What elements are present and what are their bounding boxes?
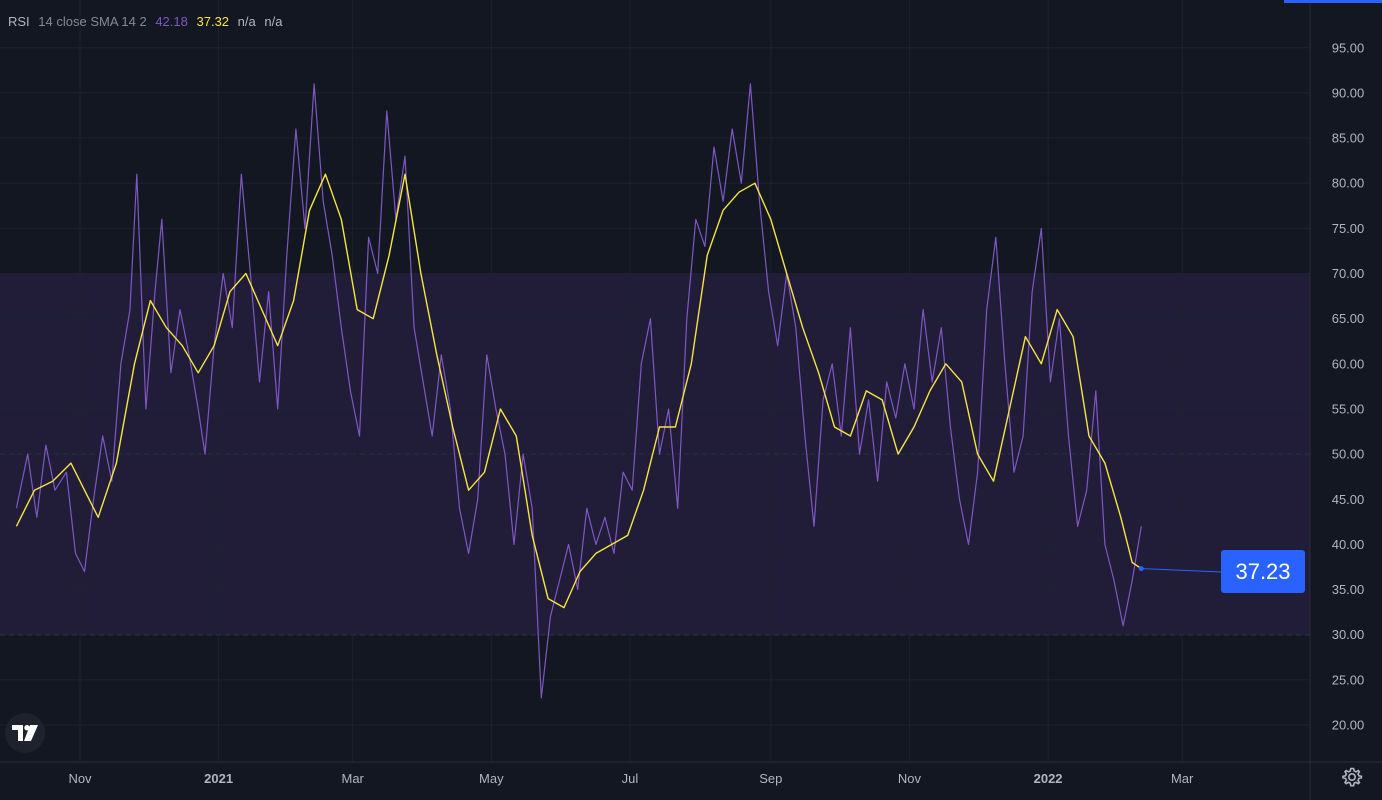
legend-rsi-value: 42.18 bbox=[155, 14, 188, 29]
x-tick-label: Nov bbox=[898, 771, 922, 786]
legend-indicator-params: 14 close SMA 14 2 bbox=[38, 14, 147, 29]
x-tick-label: 2022 bbox=[1034, 771, 1063, 786]
legend-na-value-1: n/a bbox=[237, 14, 256, 29]
time-axis[interactable]: Nov 2021 Mar May Jul Sep Nov 2022 Mar bbox=[68, 771, 1194, 786]
price-axis[interactable]: 95.00 90.00 85.00 80.00 75.00 70.00 65.00 60.00… bbox=[1332, 40, 1365, 732]
gear-icon-glyph bbox=[1342, 767, 1363, 787]
grid-layer bbox=[0, 0, 1310, 762]
series-layer bbox=[15, 83, 1222, 699]
sma-series-line bbox=[15, 173, 1142, 609]
price-badge-connector bbox=[1141, 568, 1222, 573]
y-tick-label: 40.00 bbox=[1332, 537, 1365, 552]
y-tick-label: 25.00 bbox=[1332, 672, 1365, 687]
legend-na-value-2: n/a bbox=[264, 14, 283, 29]
top-accent-bar bbox=[1284, 0, 1382, 3]
last-value-marker bbox=[1138, 566, 1144, 572]
y-tick-label: 55.00 bbox=[1332, 401, 1365, 416]
indicator-legend[interactable]: RSI 14 close SMA 14 2 42.18 37.32 n/a n/… bbox=[8, 14, 287, 29]
y-tick-label: 80.00 bbox=[1332, 176, 1365, 191]
y-tick-label: 65.00 bbox=[1332, 311, 1365, 326]
y-tick-label: 20.00 bbox=[1332, 718, 1365, 733]
y-tick-label: 60.00 bbox=[1332, 356, 1365, 371]
y-tick-label: 95.00 bbox=[1332, 40, 1365, 55]
y-tick-label: 85.00 bbox=[1332, 131, 1365, 146]
x-tick-label: Jul bbox=[622, 771, 639, 786]
x-tick-label: Sep bbox=[759, 771, 782, 786]
y-tick-label: 90.00 bbox=[1332, 85, 1365, 100]
y-tick-label: 70.00 bbox=[1332, 266, 1365, 281]
legend-sma-value: 37.32 bbox=[196, 14, 230, 29]
tradingview-logo-icon[interactable] bbox=[5, 713, 45, 753]
y-tick-label: 50.00 bbox=[1332, 447, 1365, 462]
legend-indicator-name: RSI bbox=[8, 14, 30, 29]
tradingview-logo-glyph bbox=[12, 725, 38, 741]
y-tick-label: 35.00 bbox=[1332, 582, 1365, 597]
x-tick-label: Mar bbox=[1171, 771, 1194, 786]
y-tick-label: 30.00 bbox=[1332, 627, 1365, 642]
gear-icon[interactable] bbox=[1341, 766, 1363, 788]
x-tick-label: May bbox=[479, 771, 504, 786]
x-tick-label: 2021 bbox=[204, 771, 233, 786]
rsi-series-line bbox=[15, 83, 1142, 699]
x-tick-label: Mar bbox=[342, 771, 365, 786]
y-tick-label: 75.00 bbox=[1332, 221, 1365, 236]
y-tick-label: 45.00 bbox=[1332, 492, 1365, 507]
price-badge: 37.23 bbox=[1221, 550, 1305, 593]
x-tick-label: Nov bbox=[68, 771, 92, 786]
